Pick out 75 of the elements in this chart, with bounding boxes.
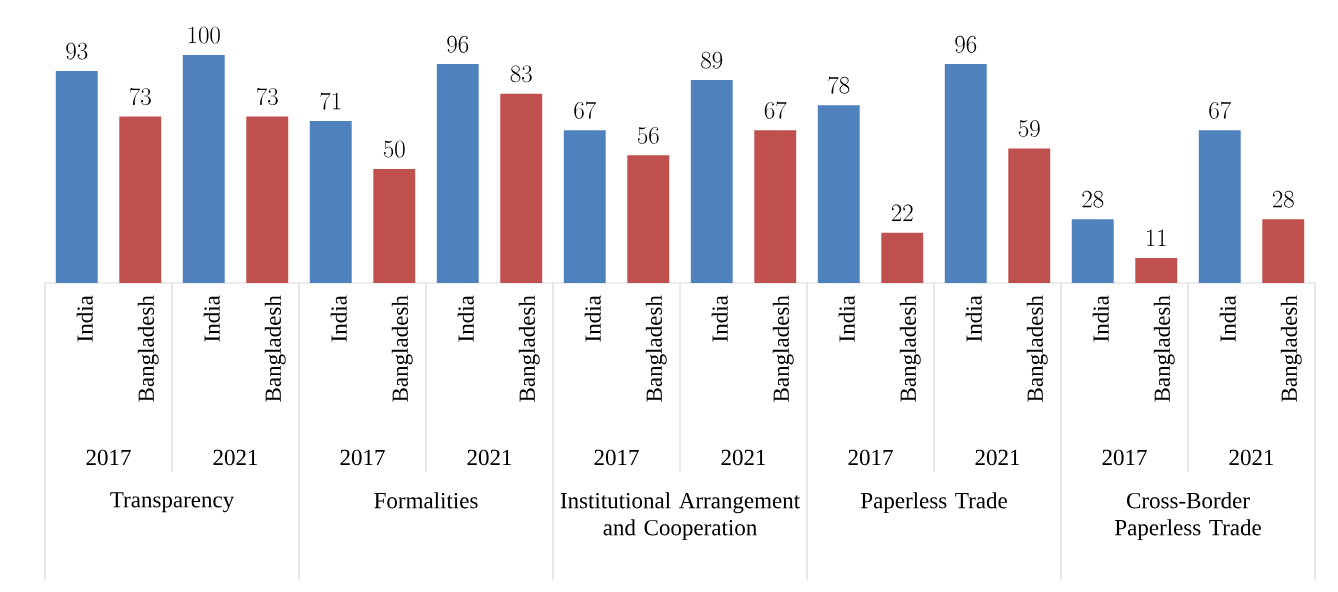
bar (627, 155, 670, 283)
x-tick-label: Bangladesh (264, 295, 286, 402)
data-label: 67 (764, 101, 787, 119)
data-label: 96 (447, 35, 469, 53)
bar (119, 116, 162, 283)
x-tick-label: Bangladesh (1153, 295, 1175, 402)
text: Cross-Border Paperless Trade (1115, 492, 1261, 541)
x-tick-label: Bangladesh (391, 295, 413, 402)
x-tick-label: India (457, 295, 474, 342)
x-tick-label: Bangladesh (1026, 295, 1048, 402)
text: 2017 (86, 449, 131, 466)
x-tick-label: India (1219, 295, 1236, 342)
bar (1135, 257, 1178, 283)
data-label: 67 (1209, 101, 1231, 119)
bar (373, 169, 416, 283)
data-label: 50 (383, 140, 405, 158)
bar (881, 232, 924, 283)
x-tick-label: India (1092, 295, 1109, 342)
text: Transparency (110, 492, 235, 513)
data-label: 96 (955, 35, 977, 53)
data-label: 22 (891, 204, 913, 221)
bar (1198, 130, 1241, 283)
bar (817, 105, 860, 283)
x-tick-label: India (203, 295, 220, 342)
text: 2021 (1229, 449, 1274, 466)
data-label: 83 (510, 65, 532, 83)
text: Paperless Trade (860, 492, 1007, 514)
bar (563, 130, 606, 283)
text: 2021 (721, 449, 766, 466)
text: Formalities (374, 492, 478, 509)
text: 2017 (340, 449, 385, 466)
text: 2017 (1102, 449, 1147, 466)
data-label: 11 (1147, 229, 1166, 247)
data-label: 28 (1272, 190, 1294, 208)
x-tick-label: Bangladesh (645, 295, 667, 402)
bar (944, 64, 987, 283)
bar (1071, 219, 1114, 283)
text: 2021 (467, 449, 512, 466)
x-tick-label: India (330, 295, 347, 342)
data-label: 78 (828, 76, 850, 94)
text: Institutional Arrangement and Cooperation (560, 492, 800, 541)
x-tick-label: Bangladesh (899, 295, 921, 402)
bar (1008, 148, 1051, 283)
bar (55, 70, 98, 283)
data-label: 67 (574, 101, 596, 119)
data-label: 73 (256, 87, 278, 106)
bar (182, 55, 225, 283)
data-label: 93 (66, 42, 88, 60)
text: 2017 (848, 449, 893, 466)
data-label: 89 (701, 51, 723, 69)
x-tick-label: Bangladesh (137, 295, 159, 402)
x-tick-label: Bangladesh (518, 295, 540, 402)
x-tick-label: India (711, 295, 728, 342)
bar (690, 80, 733, 283)
data-label: 59 (1018, 120, 1040, 138)
data-label: 56 (637, 127, 659, 144)
bar (246, 116, 289, 283)
text: 2017 (594, 449, 639, 466)
x-tick-label: India (584, 295, 601, 342)
x-tick-label: India (76, 295, 93, 342)
bar (1262, 219, 1305, 283)
text: 2021 (975, 449, 1020, 466)
text: 2021 (213, 449, 258, 466)
bar (309, 121, 352, 283)
data-label: 73 (129, 87, 151, 106)
x-tick-label: Bangladesh (1280, 295, 1302, 402)
x-tick-label: Bangladesh (772, 295, 794, 402)
bar (436, 64, 479, 283)
x-tick-label: India (838, 295, 855, 342)
data-label: 100 (188, 26, 220, 44)
data-label: 28 (1082, 190, 1104, 208)
bar (754, 130, 797, 283)
data-label: 71 (320, 92, 341, 110)
x-tick-label: India (965, 295, 982, 342)
bar (500, 93, 543, 283)
